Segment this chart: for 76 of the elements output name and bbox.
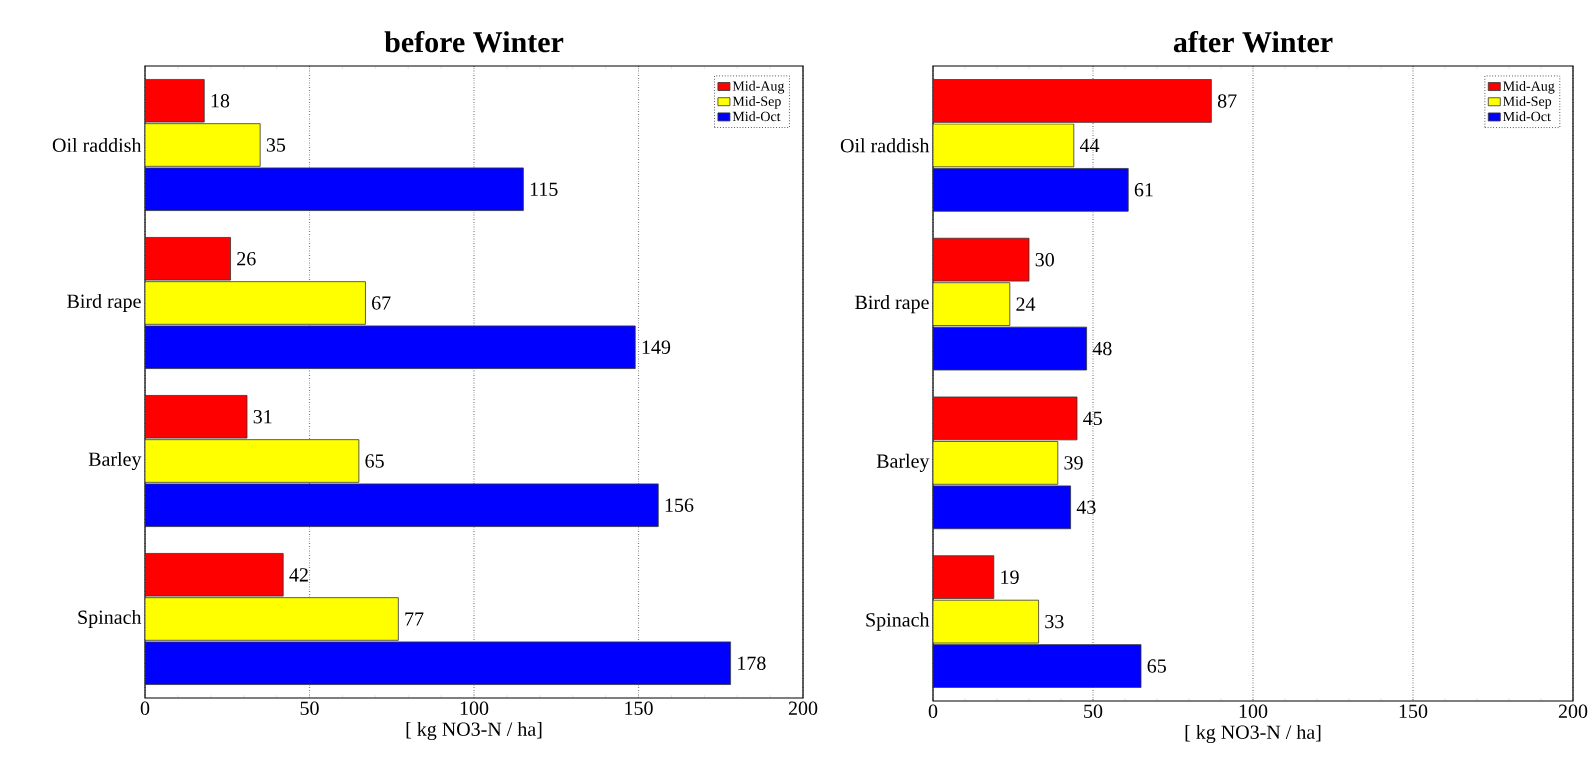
bar xyxy=(933,282,1011,326)
legend-label: Mid-Sep xyxy=(1503,96,1552,109)
bar xyxy=(933,485,1072,530)
x-tick-label: 150 xyxy=(625,701,653,716)
bar xyxy=(145,483,659,527)
bar xyxy=(145,439,360,483)
bar xyxy=(933,123,1075,168)
legend-label: Mid-Aug xyxy=(732,80,785,94)
bar xyxy=(145,237,231,281)
bar xyxy=(145,395,248,439)
x-tick-label: 200 xyxy=(1558,704,1588,719)
data-label: 149 xyxy=(642,340,671,354)
data-label: 178 xyxy=(738,656,766,670)
bar xyxy=(933,555,995,599)
bar xyxy=(145,123,261,167)
data-label: 35 xyxy=(266,138,286,152)
y-tick-label: Bird rape xyxy=(67,293,141,313)
legend-label: Mid-Oct xyxy=(732,111,781,122)
data-label: 61 xyxy=(1134,183,1153,197)
data-label: 42 xyxy=(289,568,308,582)
bar xyxy=(933,599,1040,644)
x-tick-label: 100 xyxy=(460,701,489,716)
data-label: 44 xyxy=(1079,138,1100,152)
x-axis-title: [ kg NO3-N / ha] xyxy=(1185,724,1321,744)
bar xyxy=(933,326,1088,371)
data-label: 18 xyxy=(211,94,230,108)
data-label: 77 xyxy=(405,612,424,626)
x-tick-label: 0 xyxy=(140,701,150,716)
x-tick-label: 50 xyxy=(300,701,319,716)
data-label: 31 xyxy=(253,410,272,424)
data-label: 87 xyxy=(1217,94,1237,108)
x-tick-label: 200 xyxy=(788,701,818,716)
x-axis-title: [ kg NO3-N / ha] xyxy=(406,721,542,741)
bar xyxy=(145,325,636,369)
data-label: 48 xyxy=(1092,341,1112,356)
bar xyxy=(933,167,1129,212)
y-tick-label: Spinach xyxy=(866,612,930,631)
x-tick-label: 0 xyxy=(928,704,938,719)
data-label: 67 xyxy=(372,296,391,310)
bar xyxy=(145,553,284,597)
x-tick-label: 50 xyxy=(1084,704,1103,719)
y-tick-label: Oil raddish xyxy=(840,138,930,153)
y-tick-label: Barley xyxy=(876,453,930,472)
data-label: 39 xyxy=(1064,456,1083,470)
data-label: 19 xyxy=(1001,570,1019,584)
data-label: 33 xyxy=(1045,614,1064,629)
data-label: 45 xyxy=(1083,411,1102,426)
y-tick-label: Barley xyxy=(88,451,142,471)
data-label: 115 xyxy=(530,182,558,196)
y-tick-label: Bird rape xyxy=(855,295,929,314)
bar xyxy=(933,79,1212,123)
chart-title: before Winter xyxy=(384,30,564,53)
bar xyxy=(933,237,1030,282)
bar xyxy=(145,281,366,325)
y-tick-label: Spinach xyxy=(78,609,142,629)
bar xyxy=(145,79,205,123)
data-label: 65 xyxy=(1147,659,1166,673)
legend-label: Mid-Sep xyxy=(732,96,781,109)
bar xyxy=(145,641,732,685)
data-label: 26 xyxy=(237,252,256,266)
legend-label: Mid-Oct xyxy=(1503,111,1551,122)
bar xyxy=(145,597,399,641)
data-label: 30 xyxy=(1035,252,1054,267)
y-tick-label: Oil raddish xyxy=(52,137,142,153)
data-label: 65 xyxy=(365,454,384,468)
bar xyxy=(145,167,524,211)
data-label: 43 xyxy=(1076,500,1096,515)
bar xyxy=(933,441,1059,485)
bar xyxy=(933,644,1142,688)
x-tick-label: 100 xyxy=(1239,704,1268,719)
x-tick-label: 150 xyxy=(1399,704,1428,719)
bar xyxy=(933,396,1078,441)
chart-title: after Winter xyxy=(1173,30,1333,53)
legend-label: Mid-Aug xyxy=(1503,80,1555,94)
data-label: 24 xyxy=(1016,297,1036,311)
data-label: 156 xyxy=(665,498,694,512)
